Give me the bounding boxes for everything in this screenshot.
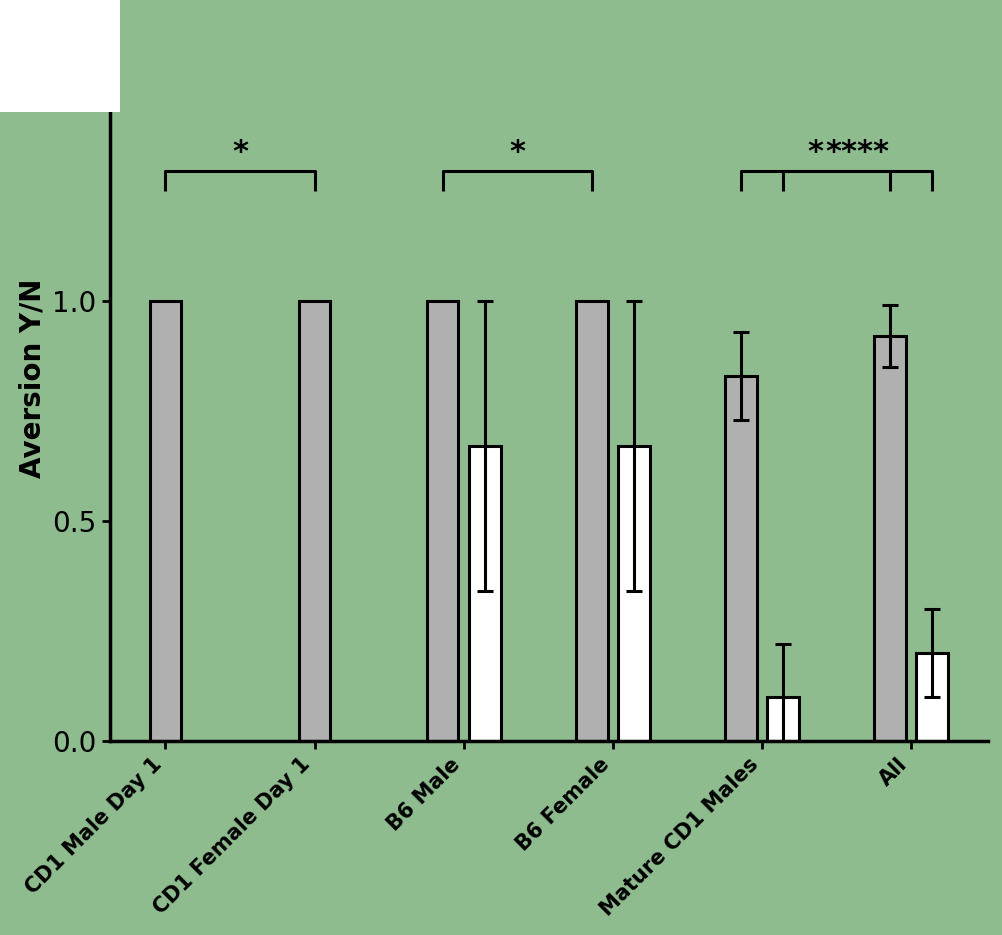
Bar	[874, 337, 905, 741]
Text: *: *	[231, 137, 247, 166]
Bar	[767, 698, 799, 741]
Bar	[617, 446, 649, 741]
Bar	[149, 301, 181, 741]
Bar	[724, 376, 757, 741]
Y-axis label: Aversion Y/N: Aversion Y/N	[18, 279, 46, 478]
Text: ****: ****	[825, 137, 889, 166]
Text: *: *	[807, 137, 823, 166]
Bar	[299, 301, 330, 741]
Bar	[469, 446, 500, 741]
Bar	[916, 653, 947, 741]
Bar	[575, 301, 607, 741]
Bar	[427, 301, 458, 741]
Text: *: *	[509, 137, 525, 166]
